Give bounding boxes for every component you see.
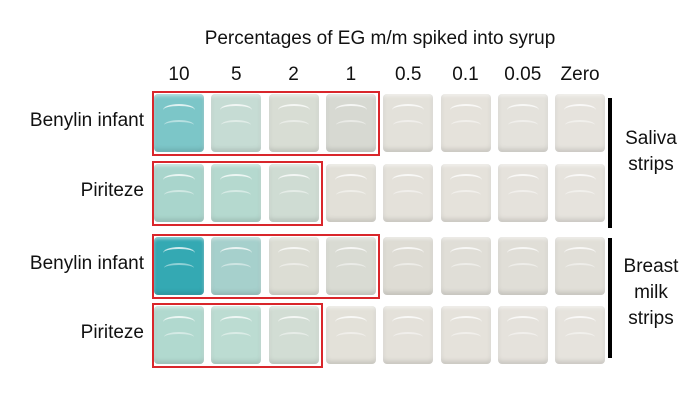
test-strip [268, 237, 319, 295]
test-strip [555, 306, 606, 364]
group-label-line: Saliva [625, 128, 677, 149]
test-strip [154, 306, 204, 364]
test-strip [154, 164, 204, 222]
positive-result-box [152, 303, 323, 368]
column-label: 0.1 [452, 64, 479, 85]
group-label-line: milk [634, 282, 668, 303]
test-strip [211, 94, 262, 152]
test-strip [154, 94, 204, 152]
positive-result-box [152, 91, 380, 156]
breast-milk-group-bar [608, 238, 612, 358]
test-strip [497, 306, 548, 364]
test-strip [497, 94, 548, 152]
test-strip [325, 306, 376, 364]
test-strip [154, 237, 204, 295]
row-label: Benylin infant [29, 110, 144, 131]
test-strip [268, 306, 319, 364]
test-strip [497, 164, 548, 222]
saliva-group-bar [608, 98, 612, 228]
test-strip [555, 237, 606, 295]
row-label: Piriteze [80, 180, 144, 201]
row-label: Benylin infant [29, 253, 144, 274]
test-strip [325, 164, 376, 222]
test-strip [440, 237, 491, 295]
test-strip [555, 94, 606, 152]
test-strip [555, 164, 606, 222]
column-label: 2 [288, 64, 299, 85]
saliva-group-label: Saliva strips [618, 126, 684, 178]
test-strip [383, 306, 434, 364]
test-strip [268, 164, 319, 222]
test-strip [211, 164, 262, 222]
test-strip [440, 94, 491, 152]
test-strip [440, 306, 491, 364]
test-strip [383, 164, 434, 222]
column-label: 10 [168, 64, 190, 85]
group-label-line: strips [628, 308, 674, 329]
test-strip [440, 164, 491, 222]
column-label: 5 [231, 64, 242, 85]
column-label: 1 [345, 64, 357, 85]
test-strip [383, 237, 434, 295]
column-label: 0.05 [504, 64, 542, 85]
test-strip [497, 237, 548, 295]
positive-result-box [152, 234, 380, 299]
breast-milk-group-label: Breast milk strips [618, 254, 684, 332]
test-strip [211, 306, 262, 364]
test-strip [268, 94, 319, 152]
group-label-line: Breast [623, 256, 679, 277]
test-strip [325, 94, 376, 152]
row-label: Piriteze [80, 322, 144, 343]
test-strip [211, 237, 262, 295]
figure-title: Percentages of EG m/m spiked into syrup [204, 28, 556, 49]
test-strip [383, 94, 434, 152]
test-strip [325, 237, 376, 295]
group-label-line: strips [628, 154, 674, 175]
column-label: Zero [560, 64, 600, 85]
column-label: 0.5 [394, 64, 422, 85]
positive-result-box [152, 161, 323, 226]
